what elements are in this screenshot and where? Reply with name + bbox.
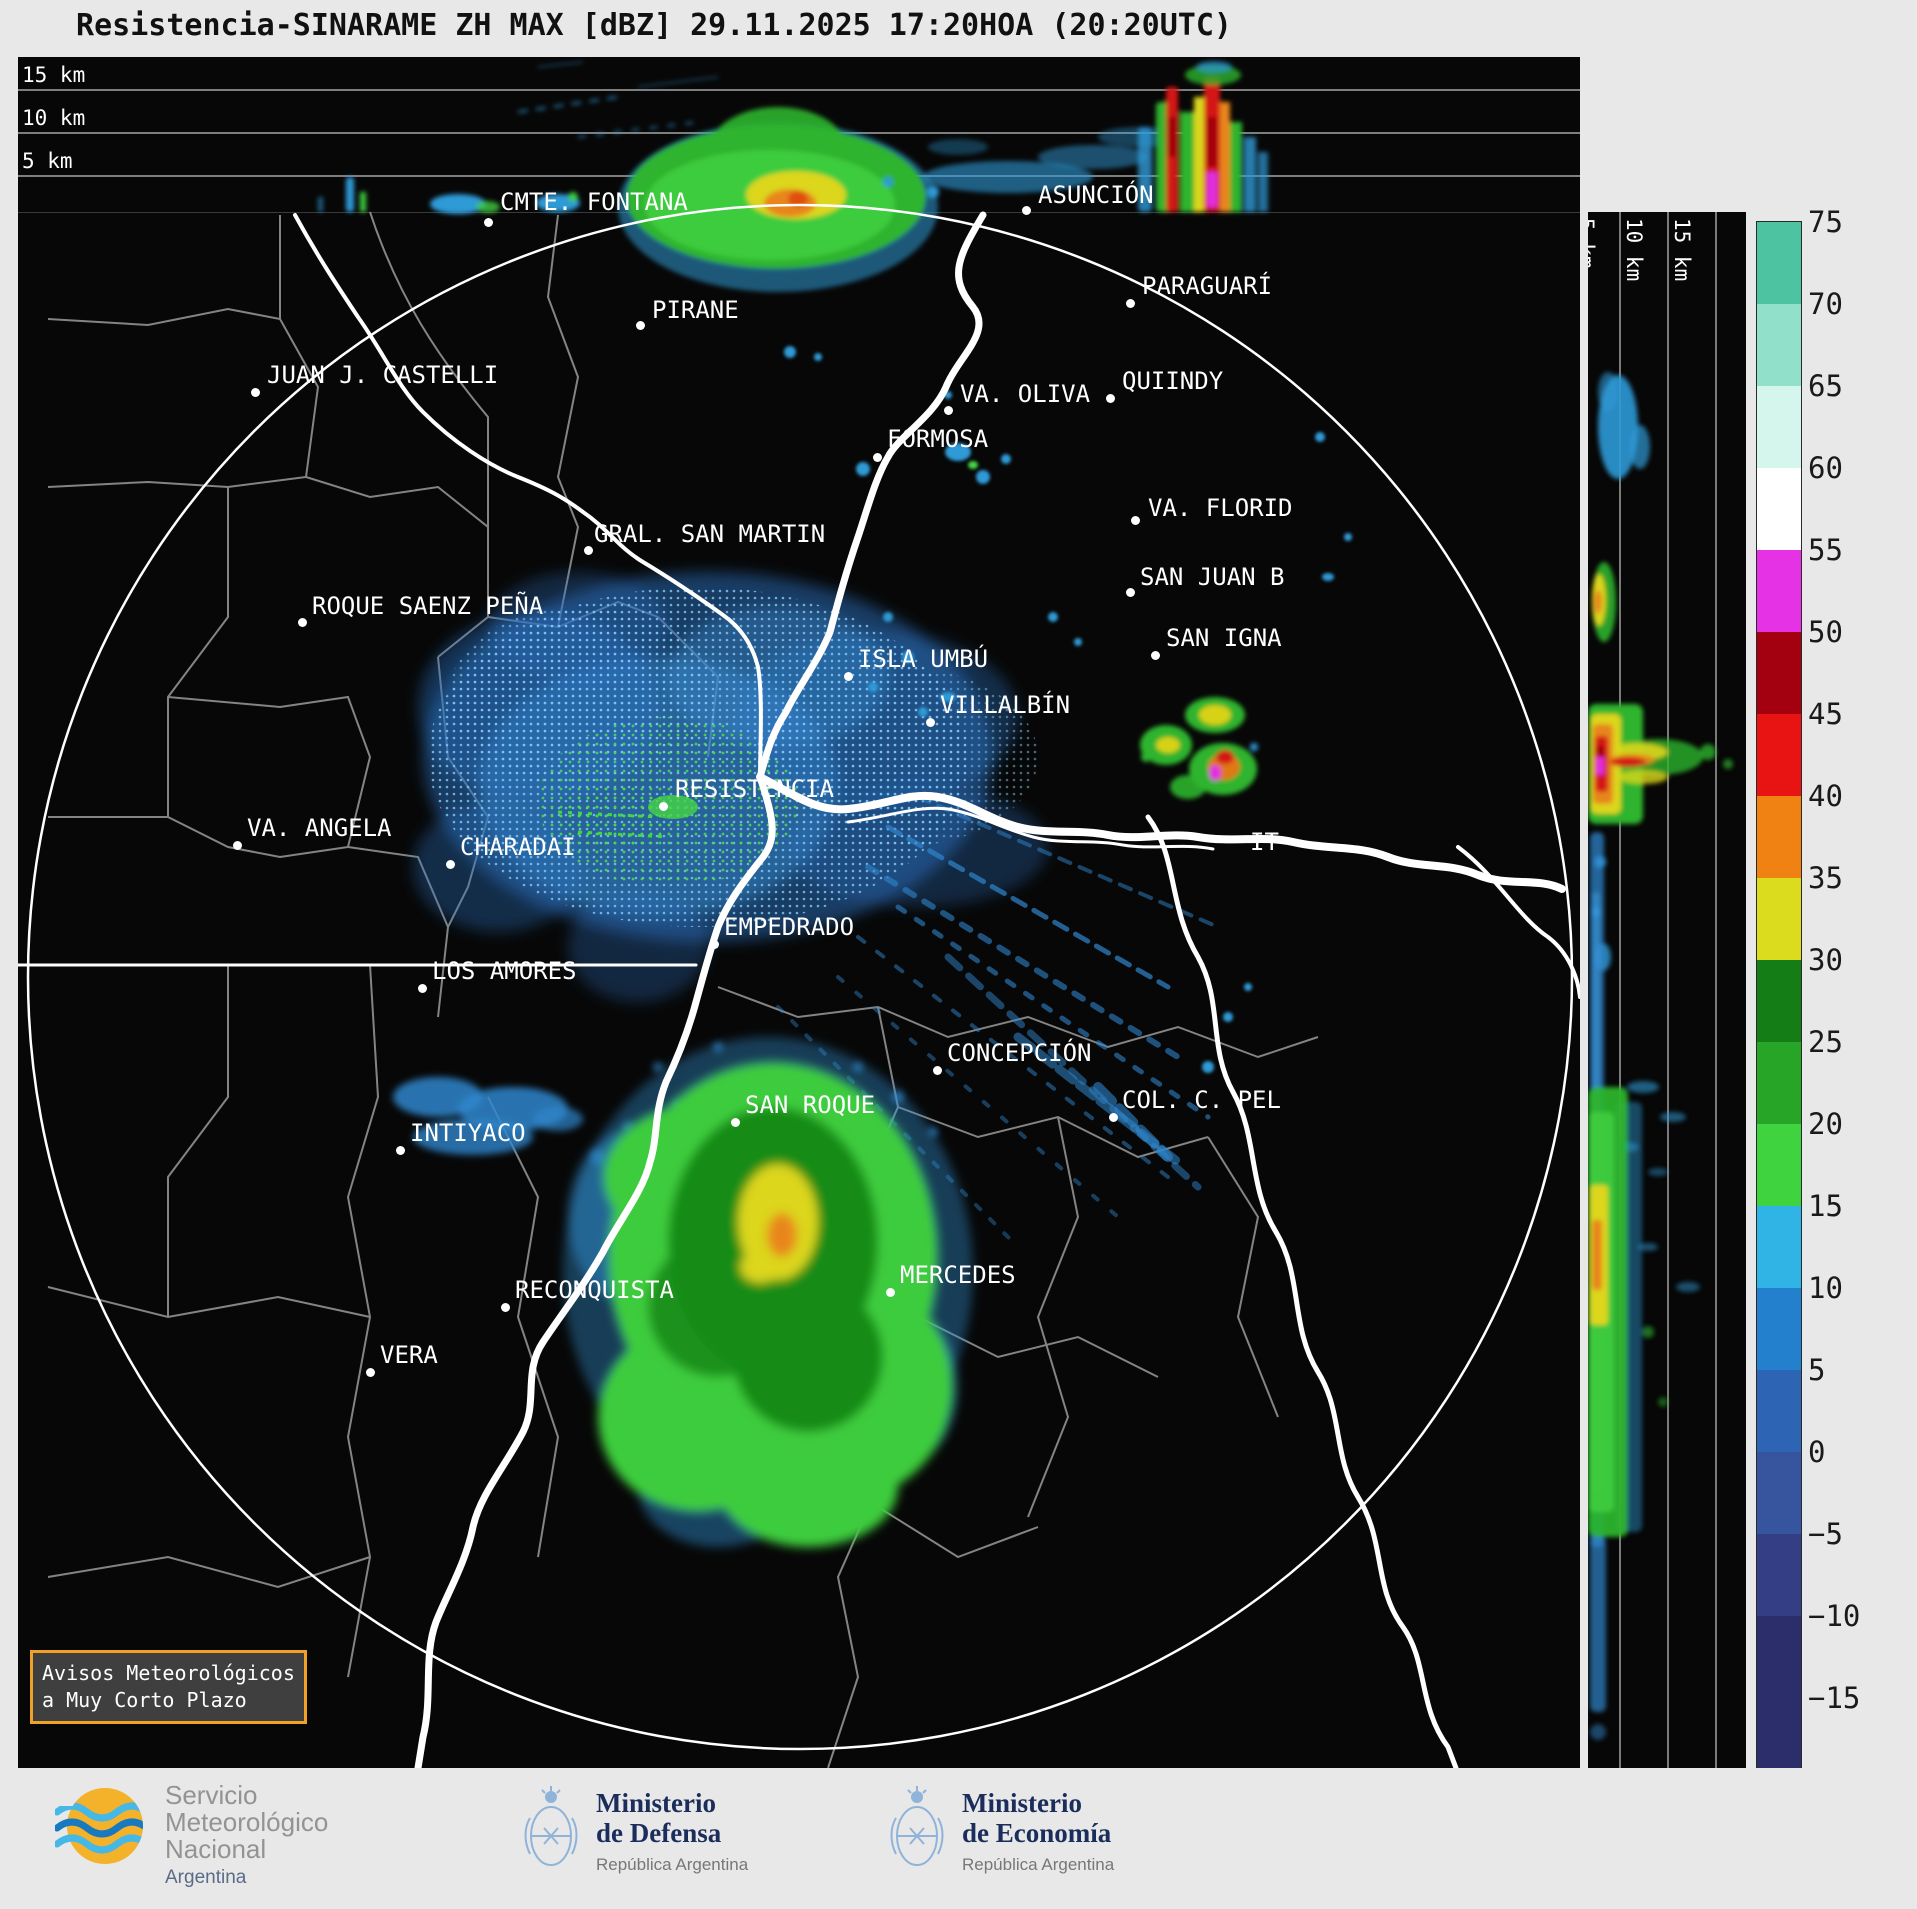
smn-country: Argentina bbox=[165, 1867, 247, 1888]
smn-logo-icon bbox=[55, 1788, 143, 1864]
warning-notice-line1: Avisos Meteorológicos bbox=[42, 1661, 295, 1685]
smn-name-line3: Nacional bbox=[165, 1834, 267, 1864]
coat-of-arms-icon bbox=[524, 1786, 578, 1866]
ministry-economia-sub: República Argentina bbox=[962, 1855, 1115, 1874]
radar-echo-layer bbox=[393, 346, 1352, 1547]
right-profile-label-10km: 10 km bbox=[1622, 218, 1646, 282]
dbz-colorbar bbox=[1756, 221, 1802, 1769]
colorbar-tick-label: 5 bbox=[1808, 1353, 1826, 1387]
top-profile-echoes bbox=[318, 61, 1268, 292]
right-profile-panel: 5 km 10 km 15 km bbox=[1588, 212, 1746, 1768]
colorbar-band bbox=[1757, 714, 1801, 796]
colorbar-tick-label: 20 bbox=[1808, 1107, 1843, 1141]
colorbar-tick-label: 40 bbox=[1808, 779, 1843, 813]
ministry-defensa-line2: de Defensa bbox=[596, 1818, 722, 1848]
top-profile-label-15km: 15 km bbox=[22, 63, 86, 87]
colorbar-tick-label: 0 bbox=[1808, 1435, 1826, 1469]
range-circle bbox=[26, 203, 1574, 1751]
colorbar-tick-label: 10 bbox=[1808, 1271, 1843, 1305]
right-profile-label-15km: 15 km bbox=[1670, 218, 1694, 282]
smn-name-line1: Servicio bbox=[165, 1780, 258, 1810]
footer: Servicio Meteorológico Nacional Argentin… bbox=[0, 1768, 1917, 1909]
top-profile-label-10km: 10 km bbox=[22, 106, 86, 130]
figure-title: Resistencia-SINARAME ZH MAX [dBZ] 29.11.… bbox=[76, 8, 1232, 43]
colorbar-band bbox=[1757, 1534, 1801, 1616]
colorbar-band bbox=[1757, 550, 1801, 632]
ministry-defensa-sub: República Argentina bbox=[596, 1855, 749, 1874]
colorbar-tick-label: 15 bbox=[1808, 1189, 1843, 1223]
right-profile-label-5km: 5 km bbox=[1588, 218, 1598, 269]
coat-of-arms-icon bbox=[890, 1786, 944, 1866]
rivers bbox=[18, 211, 1580, 1768]
dbz-colorbar-ticks: 75 70 65 60 55 50 45 40 35 30 25 20 15 10 5 0 −5 −10 −15 bbox=[1808, 206, 1908, 1768]
colorbar-band bbox=[1757, 960, 1801, 1042]
smn-name-line2: Meteorológico bbox=[165, 1807, 329, 1837]
colorbar-underrange-band bbox=[1757, 1698, 1801, 1768]
colorbar-tick-label: 25 bbox=[1808, 1025, 1843, 1059]
ministry-defensa-line1: Ministerio bbox=[596, 1788, 716, 1818]
colorbar-band bbox=[1757, 304, 1801, 386]
ministry-economia-line1: Ministerio bbox=[962, 1788, 1082, 1818]
ministry-defensa-block: Ministerio de Defensa República Argentin… bbox=[522, 1784, 748, 1875]
warning-notice-line2: a Muy Corto Plazo bbox=[42, 1688, 247, 1712]
colorbar-band bbox=[1757, 222, 1801, 304]
colorbar-tick-label: 65 bbox=[1808, 369, 1843, 403]
radar-canvas bbox=[18, 57, 1580, 1768]
right-profile-canvas bbox=[1588, 212, 1746, 1768]
colorbar-tick-label: 35 bbox=[1808, 861, 1843, 895]
colorbar-tick-label: 75 bbox=[1808, 205, 1843, 239]
colorbar-band bbox=[1757, 468, 1801, 550]
radar-figure: 15 km 10 km 5 km CMTE. FONTANA ASUNCIÓN PI… bbox=[18, 57, 1580, 1768]
smn-logo-block: Servicio Meteorológico Nacional Argentin… bbox=[55, 1780, 328, 1890]
colorbar-tick-label: 30 bbox=[1808, 943, 1843, 977]
colorbar-tick-label: 70 bbox=[1808, 287, 1843, 321]
top-profile-label-5km: 5 km bbox=[22, 149, 73, 173]
colorbar-band bbox=[1757, 632, 1801, 714]
right-profile-echoes bbox=[1588, 372, 1733, 1740]
ministry-economia-block: Ministerio de Economía República Argenti… bbox=[888, 1784, 1114, 1875]
colorbar-band bbox=[1757, 1042, 1801, 1124]
colorbar-band bbox=[1757, 1616, 1801, 1698]
colorbar-tick-label: 55 bbox=[1808, 533, 1843, 567]
colorbar-band bbox=[1757, 1288, 1801, 1370]
warning-notice-box: Avisos Meteorológicos a Muy Corto Plazo bbox=[30, 1650, 307, 1724]
ministry-economia-line2: de Economía bbox=[962, 1818, 1112, 1848]
colorbar-tick-label: 60 bbox=[1808, 451, 1843, 485]
colorbar-tick-label: −10 bbox=[1808, 1599, 1861, 1633]
colorbar-tick-label: 45 bbox=[1808, 697, 1843, 731]
colorbar-band bbox=[1757, 1452, 1801, 1534]
colorbar-band bbox=[1757, 878, 1801, 960]
colorbar-band bbox=[1757, 1124, 1801, 1206]
colorbar-band bbox=[1757, 796, 1801, 878]
colorbar-tick-label: −5 bbox=[1808, 1517, 1843, 1551]
colorbar-band bbox=[1757, 386, 1801, 468]
colorbar-tick-label: −15 bbox=[1808, 1681, 1861, 1715]
colorbar-band bbox=[1757, 1370, 1801, 1452]
colorbar-band bbox=[1757, 1206, 1801, 1288]
colorbar-tick-label: 50 bbox=[1808, 615, 1843, 649]
